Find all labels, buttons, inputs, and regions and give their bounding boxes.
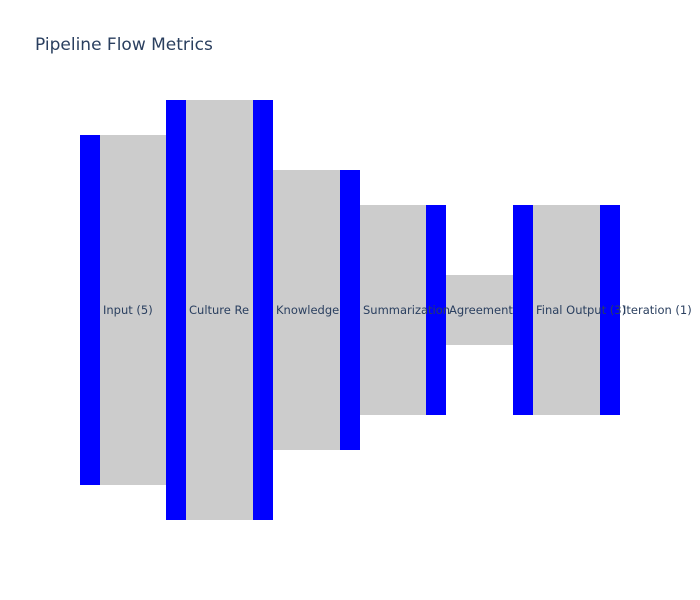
sankey-node[interactable]	[513, 205, 533, 415]
sankey-node[interactable]	[600, 205, 620, 415]
chart-title: Pipeline Flow Metrics	[35, 35, 213, 55]
sankey-node[interactable]	[253, 100, 273, 520]
nodes-layer	[80, 100, 620, 520]
sankey-link[interactable]	[360, 205, 426, 415]
sankey-node-label: Input (5)	[103, 303, 153, 317]
labels-layer: Input (5) Culture Re Knowledge Summarizatio…	[103, 303, 692, 317]
sankey-link[interactable]	[533, 205, 600, 415]
sankey-node[interactable]	[340, 170, 360, 450]
sankey-node-label: Culture Re	[189, 303, 249, 317]
sankey-node[interactable]	[80, 135, 100, 485]
sankey-link[interactable]	[446, 275, 513, 345]
sankey-node-label: Iteration (1)	[623, 303, 692, 317]
sankey-node[interactable]	[426, 205, 446, 415]
sankey-node-label: Agreement	[449, 303, 513, 317]
sankey-node[interactable]	[166, 100, 186, 520]
sankey-link[interactable]	[186, 100, 253, 520]
sankey-node-label: Knowledge	[276, 303, 339, 317]
sankey-node-label: Summarization	[363, 303, 450, 317]
links-layer	[100, 100, 600, 520]
sankey-node-label: Final Output (3)	[536, 303, 626, 317]
sankey-link[interactable]	[273, 170, 340, 450]
sankey-link[interactable]	[100, 135, 166, 485]
